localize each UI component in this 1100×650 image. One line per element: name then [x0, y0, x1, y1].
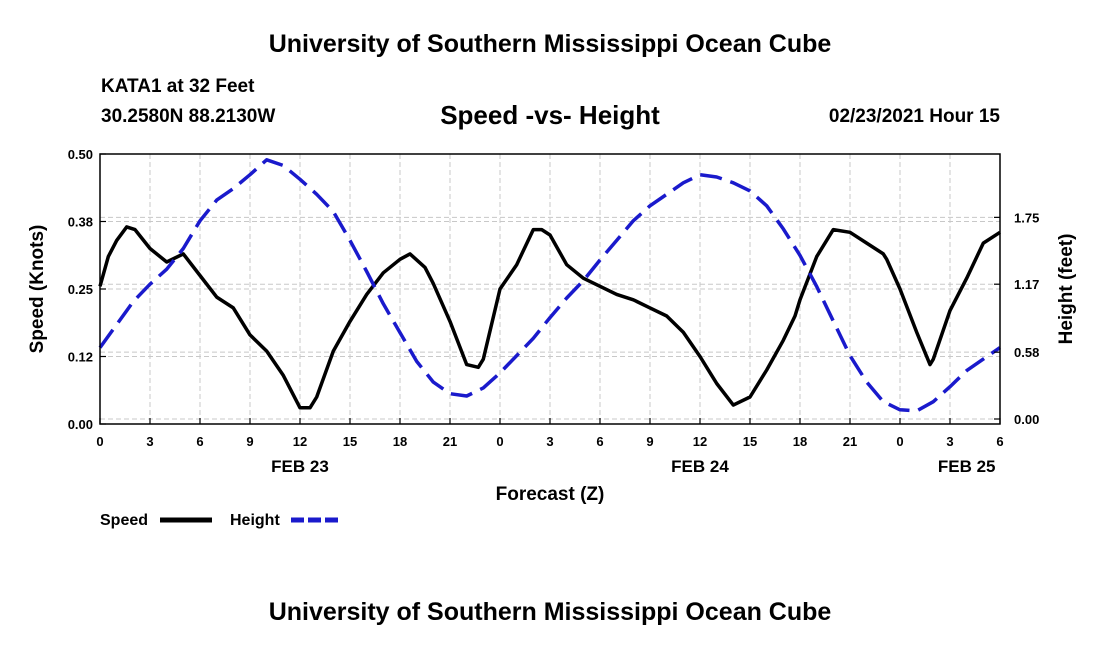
y-axis-left: 0.00 0.12 0.25 0.38 0.50: [68, 147, 106, 432]
day-labels: FEB 23 FEB 24 FEB 25: [271, 457, 995, 476]
x-tick-label: 6: [196, 434, 203, 449]
series-layer: [98, 158, 1001, 413]
grid: [100, 154, 1000, 424]
y-right-tick-label: 1.75: [1014, 210, 1039, 225]
x-tick-label: 9: [246, 434, 253, 449]
x-tick-label: 15: [743, 434, 757, 449]
y-right-tick-label: 0.00: [1014, 412, 1039, 427]
x-tick-label: 0: [896, 434, 903, 449]
x-tick-label: 3: [946, 434, 953, 449]
series-speed-line: [98, 225, 1001, 410]
x-tick-label: 3: [146, 434, 153, 449]
x-tick-label: 21: [443, 434, 457, 449]
x-tick-label: 9: [646, 434, 653, 449]
y-axis-title: Speed (Knots): [27, 225, 48, 354]
y-axis-right-title: Height (feet): [1056, 234, 1077, 345]
x-tick-label: 3: [546, 434, 553, 449]
y-right-tick-label: 0.58: [1014, 345, 1039, 360]
chart-title: Speed -vs- Height: [440, 100, 660, 130]
x-tick-label: 0: [496, 434, 503, 449]
series-height-line: [98, 158, 1001, 413]
x-tick-label: 6: [596, 434, 603, 449]
day-label: FEB 24: [671, 457, 729, 476]
x-tick-label: 18: [393, 434, 407, 449]
x-tick-label: 12: [293, 434, 307, 449]
y-tick-label: 0.38: [68, 215, 93, 230]
y-right-tick-label: 1.17: [1014, 277, 1039, 292]
x-tick-label: 12: [693, 434, 707, 449]
footer-title: University of Southern Mississippi Ocean…: [268, 598, 832, 626]
x-tick-label: 21: [843, 434, 857, 449]
x-tick-label: 0: [96, 434, 103, 449]
day-label: FEB 23: [271, 457, 329, 476]
y-tick-label: 0.00: [68, 417, 93, 432]
legend: Speed Height: [100, 512, 342, 529]
forecast-datetime: 02/23/2021 Hour 15: [828, 106, 1000, 127]
day-label: FEB 25: [938, 457, 996, 476]
x-axis-title: Forecast (Z): [496, 484, 605, 505]
coordinates-label: 30.2580N 88.2130W: [101, 106, 276, 127]
y-axis-right: 0.00 0.58 1.17 1.75: [994, 210, 1039, 427]
x-tick-label: 6: [996, 434, 1003, 449]
station-label: KATA1 at 32 Feet: [101, 76, 255, 97]
y-tick-label: 0.50: [68, 147, 93, 162]
legend-height-label: Height: [230, 512, 280, 529]
x-tick-label: 15: [343, 434, 357, 449]
legend-speed-label: Speed: [100, 512, 148, 529]
y-tick-label: 0.12: [68, 350, 93, 365]
x-tick-label: 18: [793, 434, 807, 449]
page-title: University of Southern Mississippi Ocean…: [268, 30, 832, 58]
y-tick-label: 0.25: [68, 282, 93, 297]
x-axis: 0 3 6 9 12 15 18 21 0 3 6 9 12 15 18 21 0 3 6: [96, 418, 1004, 449]
